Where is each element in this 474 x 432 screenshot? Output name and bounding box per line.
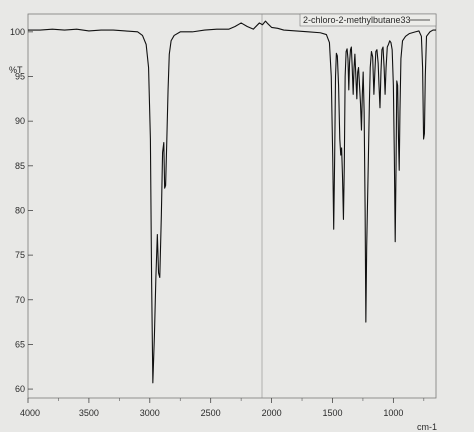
legend: 2-chloro-2-methylbutane33 xyxy=(299,13,437,27)
x-tick-label: 1000 xyxy=(383,408,403,418)
legend-box xyxy=(299,13,437,27)
y-axis: 60 65 70 75 80 85 90 95 100 xyxy=(10,27,33,394)
y-tick-label: 65 xyxy=(15,339,25,349)
x-tick-label: 3500 xyxy=(79,408,99,418)
y-tick-label: 80 xyxy=(15,205,25,215)
y-tick-label: 85 xyxy=(15,161,25,171)
x-tick-label: 3000 xyxy=(140,408,160,418)
x-tick-label: 4000 xyxy=(20,408,40,418)
x-axis-label: cm-1 xyxy=(417,422,437,432)
y-tick-label: 75 xyxy=(15,250,25,260)
x-tick-label: 2500 xyxy=(201,408,221,418)
plot-frame xyxy=(27,13,437,399)
legend-label: 2-chloro-2-methylbutane33 xyxy=(303,15,411,25)
y-tick-label: 60 xyxy=(15,384,25,394)
x-axis: 4000 3500 3000 2500 2000 1500 1000 xyxy=(20,398,425,418)
y-axis-label: %T xyxy=(9,65,23,75)
x-tick-label: 2000 xyxy=(262,408,282,418)
x-tick-label: 1500 xyxy=(322,408,342,418)
y-tick-label: 90 xyxy=(15,116,25,126)
y-tick-label: 70 xyxy=(15,295,25,305)
y-tick-label: 100 xyxy=(10,27,25,37)
spectrum-trace xyxy=(28,20,436,384)
y-tick-label: 95 xyxy=(15,72,25,82)
